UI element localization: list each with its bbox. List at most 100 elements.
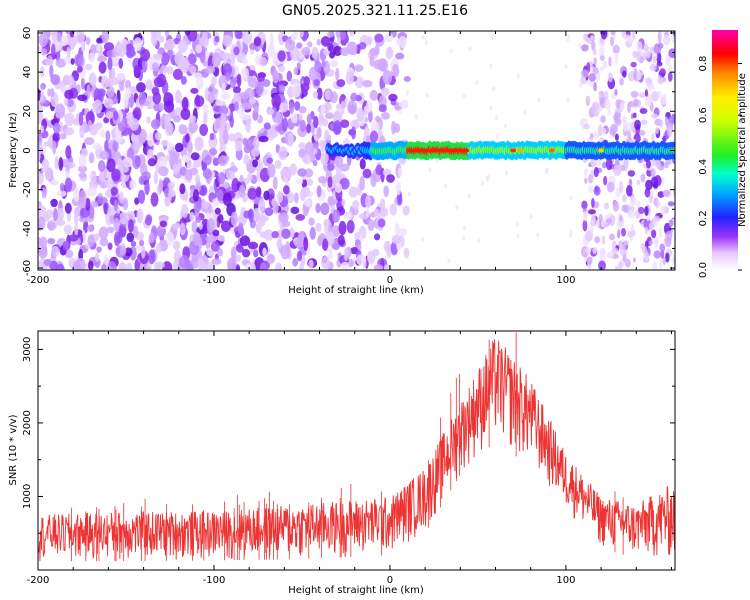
heatmap-cell	[138, 91, 147, 104]
heatmap-cell	[318, 140, 327, 147]
heatmap-cell	[580, 69, 589, 78]
heatmap-cell	[150, 31, 158, 47]
heatmap-cell	[64, 249, 74, 259]
heatmap-cell	[373, 264, 384, 270]
heatmap-cell	[161, 52, 170, 66]
heatmap-cell	[290, 33, 297, 42]
heatmap-cell	[272, 201, 279, 214]
heatmap-cell	[599, 66, 605, 72]
heatmap-cell	[659, 243, 666, 252]
heatmap-cell	[367, 218, 375, 232]
heatmap-cell	[119, 81, 125, 92]
heatmap-cell	[603, 175, 608, 186]
heatmap-cell	[644, 187, 651, 198]
heatmap-cell	[222, 34, 233, 48]
snr-xtick-label: 0	[387, 575, 393, 586]
heatmap-cell	[447, 258, 451, 264]
heatmap-cell	[56, 32, 62, 43]
heatmap-cell	[152, 91, 162, 105]
heatmap-cell	[189, 211, 195, 222]
heatmap-cell	[536, 231, 540, 237]
heatmap-cell	[290, 112, 298, 124]
heatmap-cell	[644, 96, 652, 107]
heatmap-cell	[585, 247, 592, 254]
heatmap-cell	[76, 65, 83, 73]
heatmap-cell	[80, 77, 85, 90]
heatmap-cell	[671, 256, 675, 265]
heatmap-cell	[88, 72, 97, 87]
heatmap-cell	[199, 49, 206, 64]
heatmap-cell	[598, 260, 606, 270]
heatmap-cell	[74, 53, 84, 67]
colorbar-label: Normalized spectral amplitude	[737, 73, 748, 227]
heatmap-cell	[625, 122, 632, 132]
heatmap-cell	[603, 202, 610, 210]
heatmap-cell	[619, 101, 625, 112]
heatmap-cell	[495, 115, 499, 121]
spectrogram-ytick-label: 0	[22, 147, 33, 153]
heatmap-cell	[359, 158, 366, 170]
spectrogram-xtick-label: -100	[203, 275, 226, 286]
heatmap-cell	[672, 31, 675, 37]
heatmap-cell	[636, 179, 641, 185]
heatmap-cell	[55, 103, 66, 118]
heatmap-cell	[651, 133, 655, 142]
heatmap-cell	[398, 102, 402, 108]
heatmap-cell	[276, 191, 284, 204]
heatmap-cell	[112, 140, 119, 152]
heatmap-cell	[195, 75, 204, 90]
heatmap-cell	[226, 257, 237, 270]
heatmap-cell	[382, 168, 392, 177]
heatmap-cell	[123, 93, 129, 109]
heatmap-cell	[101, 31, 110, 44]
heatmap-cell	[141, 245, 146, 259]
heatmap-cell	[581, 124, 585, 130]
heatmap-cell	[622, 70, 627, 78]
heatmap-cell	[137, 189, 146, 204]
heatmap-cell	[379, 207, 389, 217]
heatmap-cell	[630, 205, 635, 212]
heatmap-cell	[188, 119, 198, 134]
heatmap-cell	[64, 55, 72, 64]
heatmap-cell	[103, 201, 108, 215]
heatmap-cell	[648, 222, 654, 231]
heatmap-cell	[179, 255, 190, 269]
heatmap-cell	[97, 160, 106, 172]
heatmap-cell	[38, 147, 41, 162]
heatmap-cell	[566, 97, 570, 103]
heatmap-cell	[281, 220, 291, 228]
heatmap-cell	[174, 51, 185, 66]
heatmap-cell	[515, 221, 519, 227]
heatmap-cell	[105, 111, 114, 120]
heatmap-cell	[311, 46, 319, 60]
heatmap-cell	[195, 216, 202, 224]
heatmap-cell	[590, 35, 594, 41]
heatmap-cell	[94, 252, 100, 263]
heatmap-cell	[614, 112, 620, 124]
heatmap-cell	[370, 173, 377, 188]
heatmap-cell	[630, 90, 639, 98]
heatmap-cell	[286, 70, 293, 82]
heatmap-cell	[653, 175, 662, 187]
heatmap-cell	[193, 232, 201, 246]
heatmap-cell	[225, 170, 236, 180]
heatmap-cell	[85, 197, 91, 211]
heatmap-cell	[383, 185, 390, 198]
heatmap-cell	[347, 100, 358, 115]
heatmap-cell	[313, 115, 319, 129]
heatmap-cell	[49, 31, 58, 36]
heatmap-cell	[406, 90, 410, 96]
heatmap-cell	[289, 227, 295, 239]
heatmap-cell	[278, 65, 286, 73]
heatmap-cell	[63, 224, 72, 235]
heatmap-cell	[317, 175, 328, 184]
heatmap-cell	[398, 36, 407, 49]
heatmap-cell	[38, 216, 46, 230]
heatmap-cell	[208, 148, 218, 156]
heatmap-cell	[277, 50, 286, 62]
heatmap-cell	[52, 140, 57, 155]
heatmap-cell	[619, 77, 624, 86]
heatmap-cell	[612, 201, 620, 212]
heatmap-cell	[118, 211, 129, 225]
heatmap-cell	[194, 95, 205, 107]
